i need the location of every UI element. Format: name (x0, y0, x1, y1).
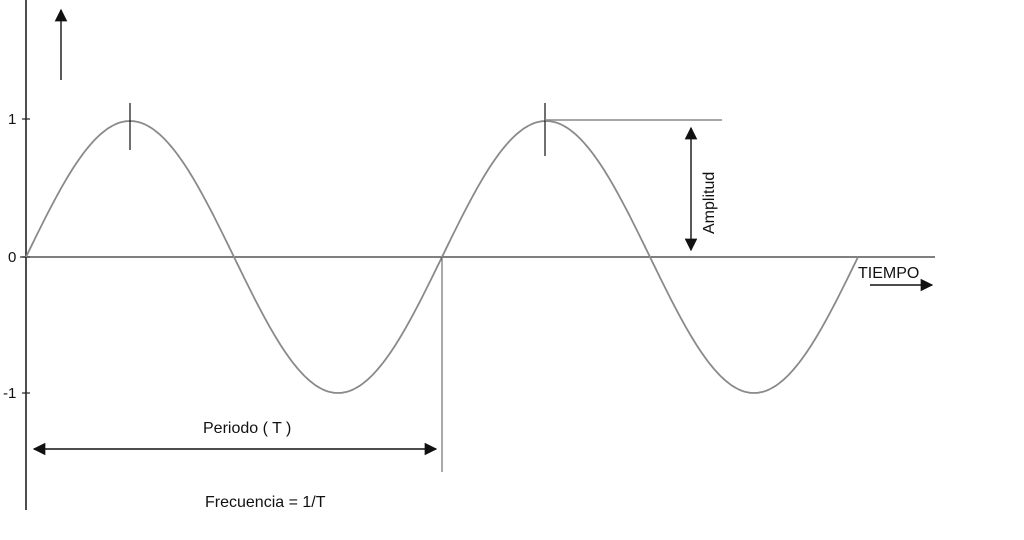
y-tick-label-1: 1 (8, 111, 16, 128)
period-label: Periodo ( T ) (203, 420, 291, 437)
y-tick-label-neg1: -1 (3, 385, 16, 402)
amplitude-label: Amplitud (701, 172, 718, 234)
frequency-label: Frecuencia = 1/T (205, 494, 326, 511)
x-axis-label: TIEMPO (858, 265, 919, 282)
y-tick-label-0: 0 (8, 249, 16, 266)
